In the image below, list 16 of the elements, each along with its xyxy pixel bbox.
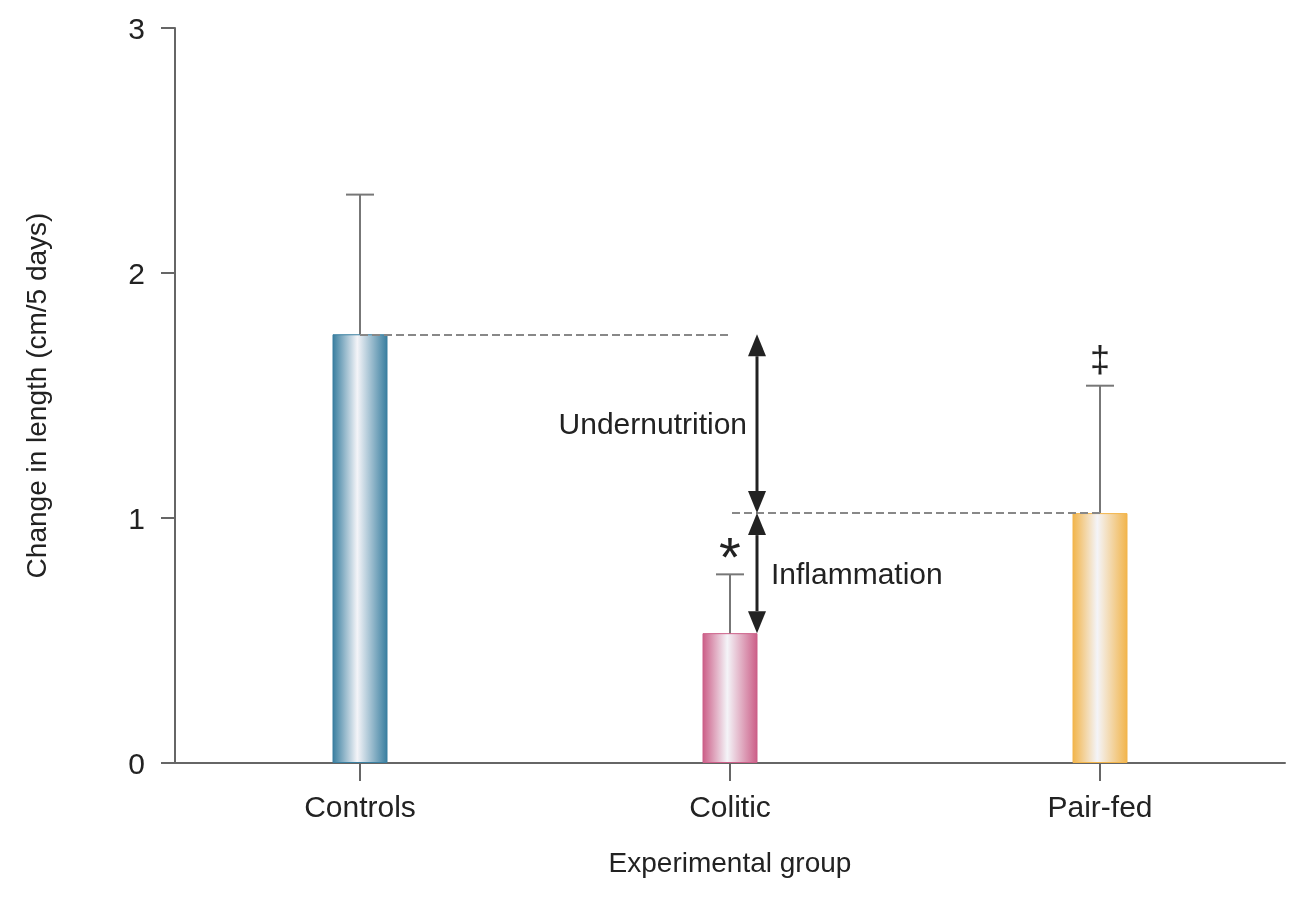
annotation: Inflammation: [771, 556, 943, 590]
annotation: *: [719, 524, 741, 588]
bar: [332, 334, 388, 763]
y-tick-label: 3: [128, 11, 145, 45]
bar: [1072, 513, 1128, 763]
x-axis-title: Experimental group: [608, 846, 852, 878]
x-tick-label: Colitic: [689, 789, 771, 823]
y-axis-title: Change in length (cm/5 days): [20, 212, 52, 579]
y-tick-label: 1: [128, 501, 145, 535]
bar: [702, 633, 758, 763]
annotation: Undernutrition: [558, 407, 747, 441]
annotation: ‡: [1089, 339, 1111, 381]
y-tick-label: 0: [128, 746, 145, 780]
y-tick-label: 2: [128, 256, 145, 290]
x-tick-label: Pair-fed: [1047, 789, 1153, 823]
x-tick-label: Controls: [304, 789, 416, 823]
